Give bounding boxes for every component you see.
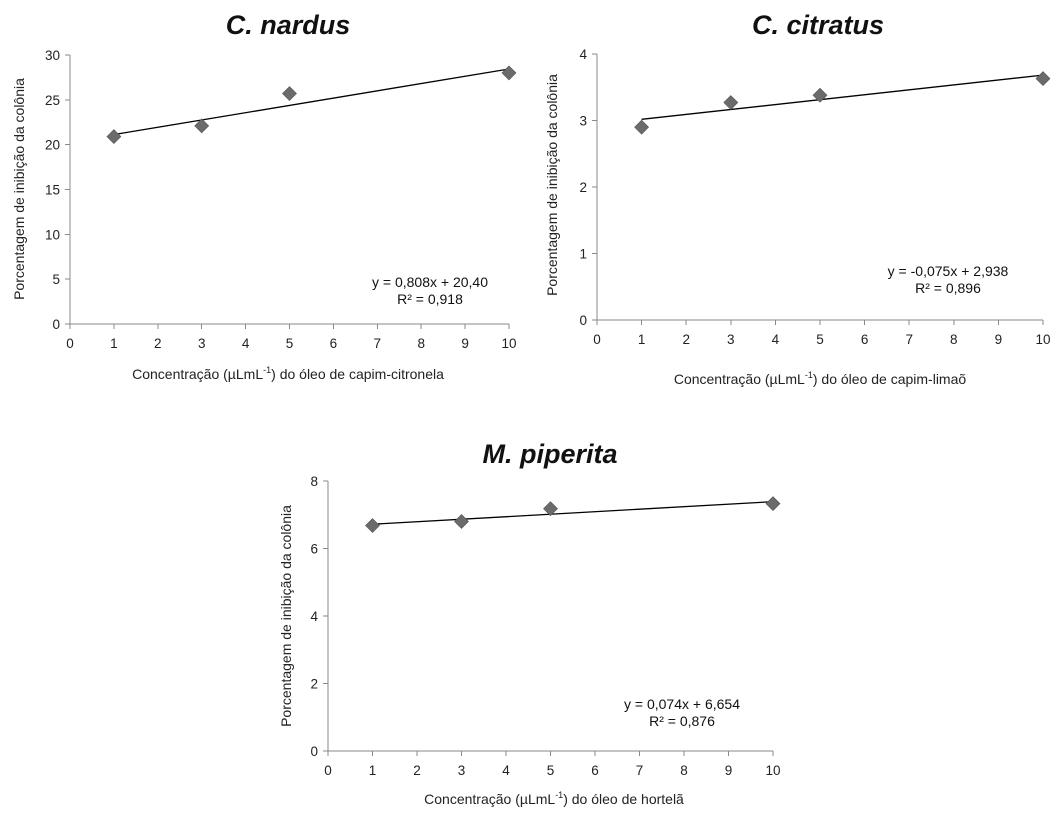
x-tick-label: 1 [638, 332, 646, 347]
x-tick-label: 10 [765, 763, 780, 778]
x-axis-label: Concentração (µLmL-1) do óleo de hortelã [424, 790, 684, 807]
plot-area: 0 1 2 3 4 0 1 2 3 4 5 6 7 8 9 10 [579, 47, 1050, 347]
x-tick-label: 4 [502, 763, 510, 778]
data-point [365, 518, 380, 533]
y-tick-label: 8 [310, 474, 318, 489]
x-tick-label: 2 [154, 336, 162, 351]
y-tick-label: 0 [52, 317, 60, 332]
x-axis-label-text: Concentração (µLmL [424, 791, 555, 807]
y-tick-label: 15 [45, 183, 60, 198]
chart-m-piperita: M. piperita Porcentagem de inibição da c… [278, 439, 781, 807]
trendline-equation: y = 0,808x + 20,40 [372, 274, 488, 290]
x-axis-label: Concentração (µLmL-1) do óleo de capim-l… [674, 370, 967, 387]
y-tick-label: 2 [310, 677, 318, 692]
x-axis-label-superscript: -1 [263, 365, 271, 375]
x-tick-label: 5 [547, 763, 555, 778]
plot-area: 0 2 4 6 8 0 1 2 3 4 5 6 7 8 9 10 [310, 474, 780, 778]
x-tick-label: 5 [816, 332, 824, 347]
trendline-equation: y = -0,075x + 2,938 [888, 263, 1009, 279]
x-tick-label: 0 [593, 332, 601, 347]
chart-title: C. nardus [226, 10, 351, 40]
x-tick-label: 0 [66, 336, 74, 351]
x-tick-label: 6 [861, 332, 869, 347]
x-tick-label: 3 [727, 332, 735, 347]
data-point [812, 87, 828, 103]
x-tick-label: 9 [461, 336, 469, 351]
chart-c-citratus: C. citratus Porcentagem de inibição da c… [544, 10, 1051, 387]
trendline-r2: R² = 0,876 [649, 713, 715, 729]
x-tick-label: 3 [458, 763, 466, 778]
x-tick-label: 1 [369, 763, 377, 778]
y-tick-label: 25 [45, 93, 60, 108]
y-tick-label: 0 [310, 744, 318, 759]
data-point [106, 129, 122, 145]
x-axis-label-superscript: -1 [555, 790, 563, 800]
x-tick-label: 2 [682, 332, 690, 347]
x-tick-label: 4 [772, 332, 780, 347]
x-tick-label: 3 [198, 336, 206, 351]
x-tick-label: 1 [110, 336, 118, 351]
data-point [543, 501, 558, 517]
x-axis-label-text-end: ) do óleo de capim-citronela [271, 366, 444, 382]
y-axis-label: Porcentagem de inibição da colônia [11, 78, 27, 300]
x-axis-label-superscript: -1 [805, 370, 813, 380]
x-axis-label-text: Concentração (µLmL [132, 366, 263, 382]
x-axis-label: Concentração (µLmL-1) do óleo de capim-c… [132, 365, 444, 382]
chart-c-nardus: C. nardus Porcentagem de inibição da col… [11, 10, 517, 382]
x-tick-label: 8 [680, 763, 688, 778]
x-tick-label: 8 [417, 336, 425, 351]
data-point [765, 496, 781, 512]
y-tick-label: 1 [579, 247, 587, 262]
x-tick-label: 0 [324, 763, 332, 778]
x-tick-label: 2 [413, 763, 421, 778]
x-tick-label: 7 [374, 336, 382, 351]
y-tick-label: 3 [579, 114, 587, 129]
data-point [501, 65, 517, 81]
trendline [372, 501, 774, 525]
x-tick-label: 6 [330, 336, 338, 351]
x-tick-label: 9 [725, 763, 733, 778]
y-tick-label: 30 [45, 48, 60, 63]
x-tick-label: 9 [995, 332, 1003, 347]
trendline-equation: y = 0,074x + 6,654 [624, 696, 740, 712]
trendline-r2: R² = 0,896 [915, 280, 981, 296]
y-axis-label: Porcentagem de inibição da colônia [544, 74, 560, 296]
data-point [1035, 71, 1051, 87]
data-point [723, 95, 739, 110]
y-tick-label: 2 [579, 180, 587, 195]
data-point [194, 118, 210, 134]
x-tick-label: 4 [242, 336, 250, 351]
x-axis-label-text-end: ) do óleo de hortelã [563, 791, 684, 807]
trendline [113, 68, 510, 136]
x-tick-label: 5 [286, 336, 294, 351]
x-tick-label: 7 [636, 763, 644, 778]
data-point [634, 119, 650, 135]
x-tick-label: 10 [501, 336, 516, 351]
x-tick-label: 7 [905, 332, 913, 347]
y-tick-label: 20 [45, 138, 60, 153]
chart-title: C. citratus [752, 10, 884, 40]
plot-area: 0 5 10 15 20 25 30 0 1 2 3 4 5 6 7 8 9 10 [45, 48, 517, 351]
trendline-r2: R² = 0,918 [397, 291, 463, 307]
data-point [454, 514, 469, 529]
y-tick-label: 10 [45, 227, 60, 242]
x-tick-label: 8 [950, 332, 958, 347]
x-axis-label-text: Concentração (µLmL [674, 371, 805, 387]
trendline [641, 74, 1044, 120]
chart-title: M. piperita [482, 439, 617, 469]
y-tick-label: 4 [310, 609, 318, 624]
x-axis-label-text-end: ) do óleo de capim-limaõ [813, 371, 967, 387]
y-tick-label: 6 [310, 542, 318, 557]
y-axis-label: Porcentagem de inibição da colônia [278, 505, 294, 727]
y-tick-label: 0 [579, 313, 587, 328]
x-tick-label: 6 [591, 763, 599, 778]
y-tick-label: 5 [52, 272, 60, 287]
y-tick-label: 4 [579, 47, 587, 62]
data-point [282, 86, 297, 101]
x-tick-label: 10 [1035, 332, 1050, 347]
